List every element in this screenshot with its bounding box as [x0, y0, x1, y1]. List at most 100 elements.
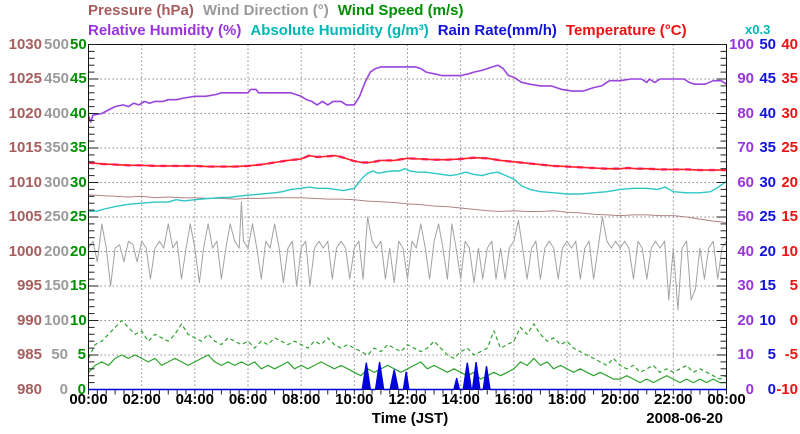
x-tick-label: 00:00	[69, 391, 108, 408]
wind-direction-tick-label: 250	[44, 208, 70, 225]
pressure-tick-label: 980	[16, 380, 42, 398]
legend-wind-speed: Wind Speed (m/s)	[337, 2, 464, 19]
relative-humidity-tick-label: 80	[737, 104, 754, 122]
wind-direction-line	[88, 201, 727, 311]
legend-wind-direction: Wind Direction (°)	[202, 2, 329, 19]
pressure-tick-label: 995	[16, 277, 42, 294]
x-tick-label: 18:00	[547, 391, 587, 408]
pressure-tick-label: 1020	[8, 104, 42, 122]
wind-direction-tick-label: 300	[44, 173, 70, 191]
relative-humidity-tick-label: 40	[737, 242, 754, 260]
rain-rate-tick-label: 30	[759, 173, 776, 191]
wind-speed-tick-label: 0	[77, 380, 86, 398]
x-tick-label: 04:00	[175, 391, 215, 408]
wind-direction-tick-label: 0	[59, 380, 68, 398]
rain-rate-tick-label: 0	[767, 380, 776, 398]
temperature-tick-label: 35	[781, 70, 798, 87]
x-tick-label: 22:00	[654, 391, 693, 408]
pressure-line	[88, 194, 727, 223]
temperature-tick-label: 5	[789, 277, 798, 294]
x-tick-label: 20:00	[600, 391, 640, 408]
legend-temperature: Temperature (°C)	[565, 22, 687, 39]
rain-rate-tick-label: 10	[759, 311, 776, 329]
wind-direction-tick-label: 350	[44, 139, 70, 156]
rain-rate-tick-label: 45	[759, 70, 776, 87]
wind-direction-tick-label: 200	[44, 242, 70, 260]
wind-speed-tick-label: 15	[70, 277, 87, 294]
rain-rate-tick-label: 15	[759, 277, 776, 294]
relative-humidity-tick-label: 0	[745, 380, 754, 398]
x-tick-label: 16:00	[494, 391, 534, 408]
wind-direction-tick-label: 100	[44, 311, 70, 329]
temperature-tick-label: 15	[781, 208, 798, 225]
x-tick-label: 06:00	[228, 391, 268, 408]
wind-direction-tick-label: 50	[51, 346, 68, 363]
pressure-tick-label: 1000	[8, 242, 42, 260]
pressure-tick-label: 1015	[8, 139, 42, 156]
wind-speed-tick-label: 30	[70, 173, 87, 191]
x-tick-label: 14:00	[441, 391, 480, 408]
pressure-tick-label: 1010	[8, 173, 42, 191]
rain-rate-tick-label: 20	[759, 242, 776, 260]
relative-humidity-tick-label: 60	[737, 173, 754, 191]
rain-rate-tick-label: 50	[759, 35, 776, 53]
pressure-tick-label: 1030	[8, 35, 42, 53]
temperature-tick-label: -5	[784, 346, 798, 363]
temperature-tick-label: 20	[781, 173, 798, 191]
x-tick-label: 08:00	[281, 391, 321, 408]
wind-speed-tick-label: 10	[70, 311, 87, 329]
temperature-tick-label: 10	[781, 242, 798, 260]
wind-speed-tick-label: 45	[70, 70, 87, 87]
relative-humidity-tick-label: 100	[728, 35, 754, 53]
wind-direction-tick-label: 450	[44, 70, 70, 87]
wind-speed-tick-label: 5	[77, 346, 86, 363]
wind-speed-tick-label: 50	[70, 35, 87, 53]
relative-humidity-tick-label: 90	[737, 70, 754, 87]
x-tick-label: 10:00	[335, 391, 374, 408]
relative-humidity-tick-label: 10	[737, 346, 754, 363]
wind-speed-max-line	[87, 319, 727, 380]
legend-pressure: Pressure (hPa)	[88, 2, 194, 19]
temperature-tick-label: 0	[789, 311, 798, 329]
wind-direction-tick-label: 500	[44, 35, 70, 53]
chart-legend-line-2: Relative Humidity (%) Absolute Humidity (…	[88, 21, 696, 40]
x-tick-label: 00:00	[707, 391, 746, 408]
relative-humidity-tick-label: 30	[737, 277, 754, 294]
wind-speed-tick-label: 40	[70, 104, 87, 122]
wind-direction-tick-label: 400	[44, 104, 70, 122]
x-tick-label: 02:00	[122, 391, 161, 408]
pressure-tick-label: 1025	[8, 70, 42, 87]
legend-relative-humidity: Relative Humidity (%)	[88, 22, 242, 39]
relative-humidity-tick-label: 20	[737, 311, 754, 329]
temperature-tick-label: 25	[781, 139, 798, 156]
rain-rate-tick-label: 40	[759, 104, 776, 122]
chart-legend-line-1: Pressure (hPa) Wind Direction (°) Wind Spe…	[88, 1, 472, 20]
absolute-humidity-line	[88, 167, 727, 212]
temperature-line	[88, 154, 727, 171]
temperature-tick-label: 40	[781, 35, 798, 53]
wind-speed-tick-label: 20	[70, 242, 87, 260]
temperature-tick-label: 30	[781, 104, 798, 122]
rain-rate-tick-label: 25	[759, 208, 776, 225]
pressure-tick-label: 985	[16, 346, 42, 363]
relative-humidity-line	[87, 64, 727, 123]
wind-speed-line	[88, 354, 727, 384]
x-axis-title: Time (JST)	[371, 410, 449, 427]
rain-rate-tick-label: 5	[767, 346, 776, 363]
pressure-tick-label: 1005	[8, 208, 42, 225]
wind-speed-tick-label: 35	[70, 139, 87, 156]
relative-humidity-tick-label: 70	[737, 139, 754, 156]
legend-rain-rate: Rain Rate(mm/h)	[437, 22, 557, 39]
temperature-tick-label: -10	[776, 380, 798, 398]
pressure-tick-label: 990	[16, 311, 42, 329]
x-tick-label: 12:00	[388, 391, 427, 408]
wind-direction-tick-label: 150	[44, 277, 70, 294]
wind-speed-tick-label: 25	[70, 208, 87, 225]
relative-humidity-tick-label: 50	[737, 208, 754, 225]
date-label: 2008-06-20	[646, 410, 723, 427]
rain-rate-tick-label: 35	[759, 139, 776, 156]
rain-rate-line	[88, 361, 727, 391]
legend-absolute-humidity: Absolute Humidity (g/m³)	[250, 22, 429, 39]
